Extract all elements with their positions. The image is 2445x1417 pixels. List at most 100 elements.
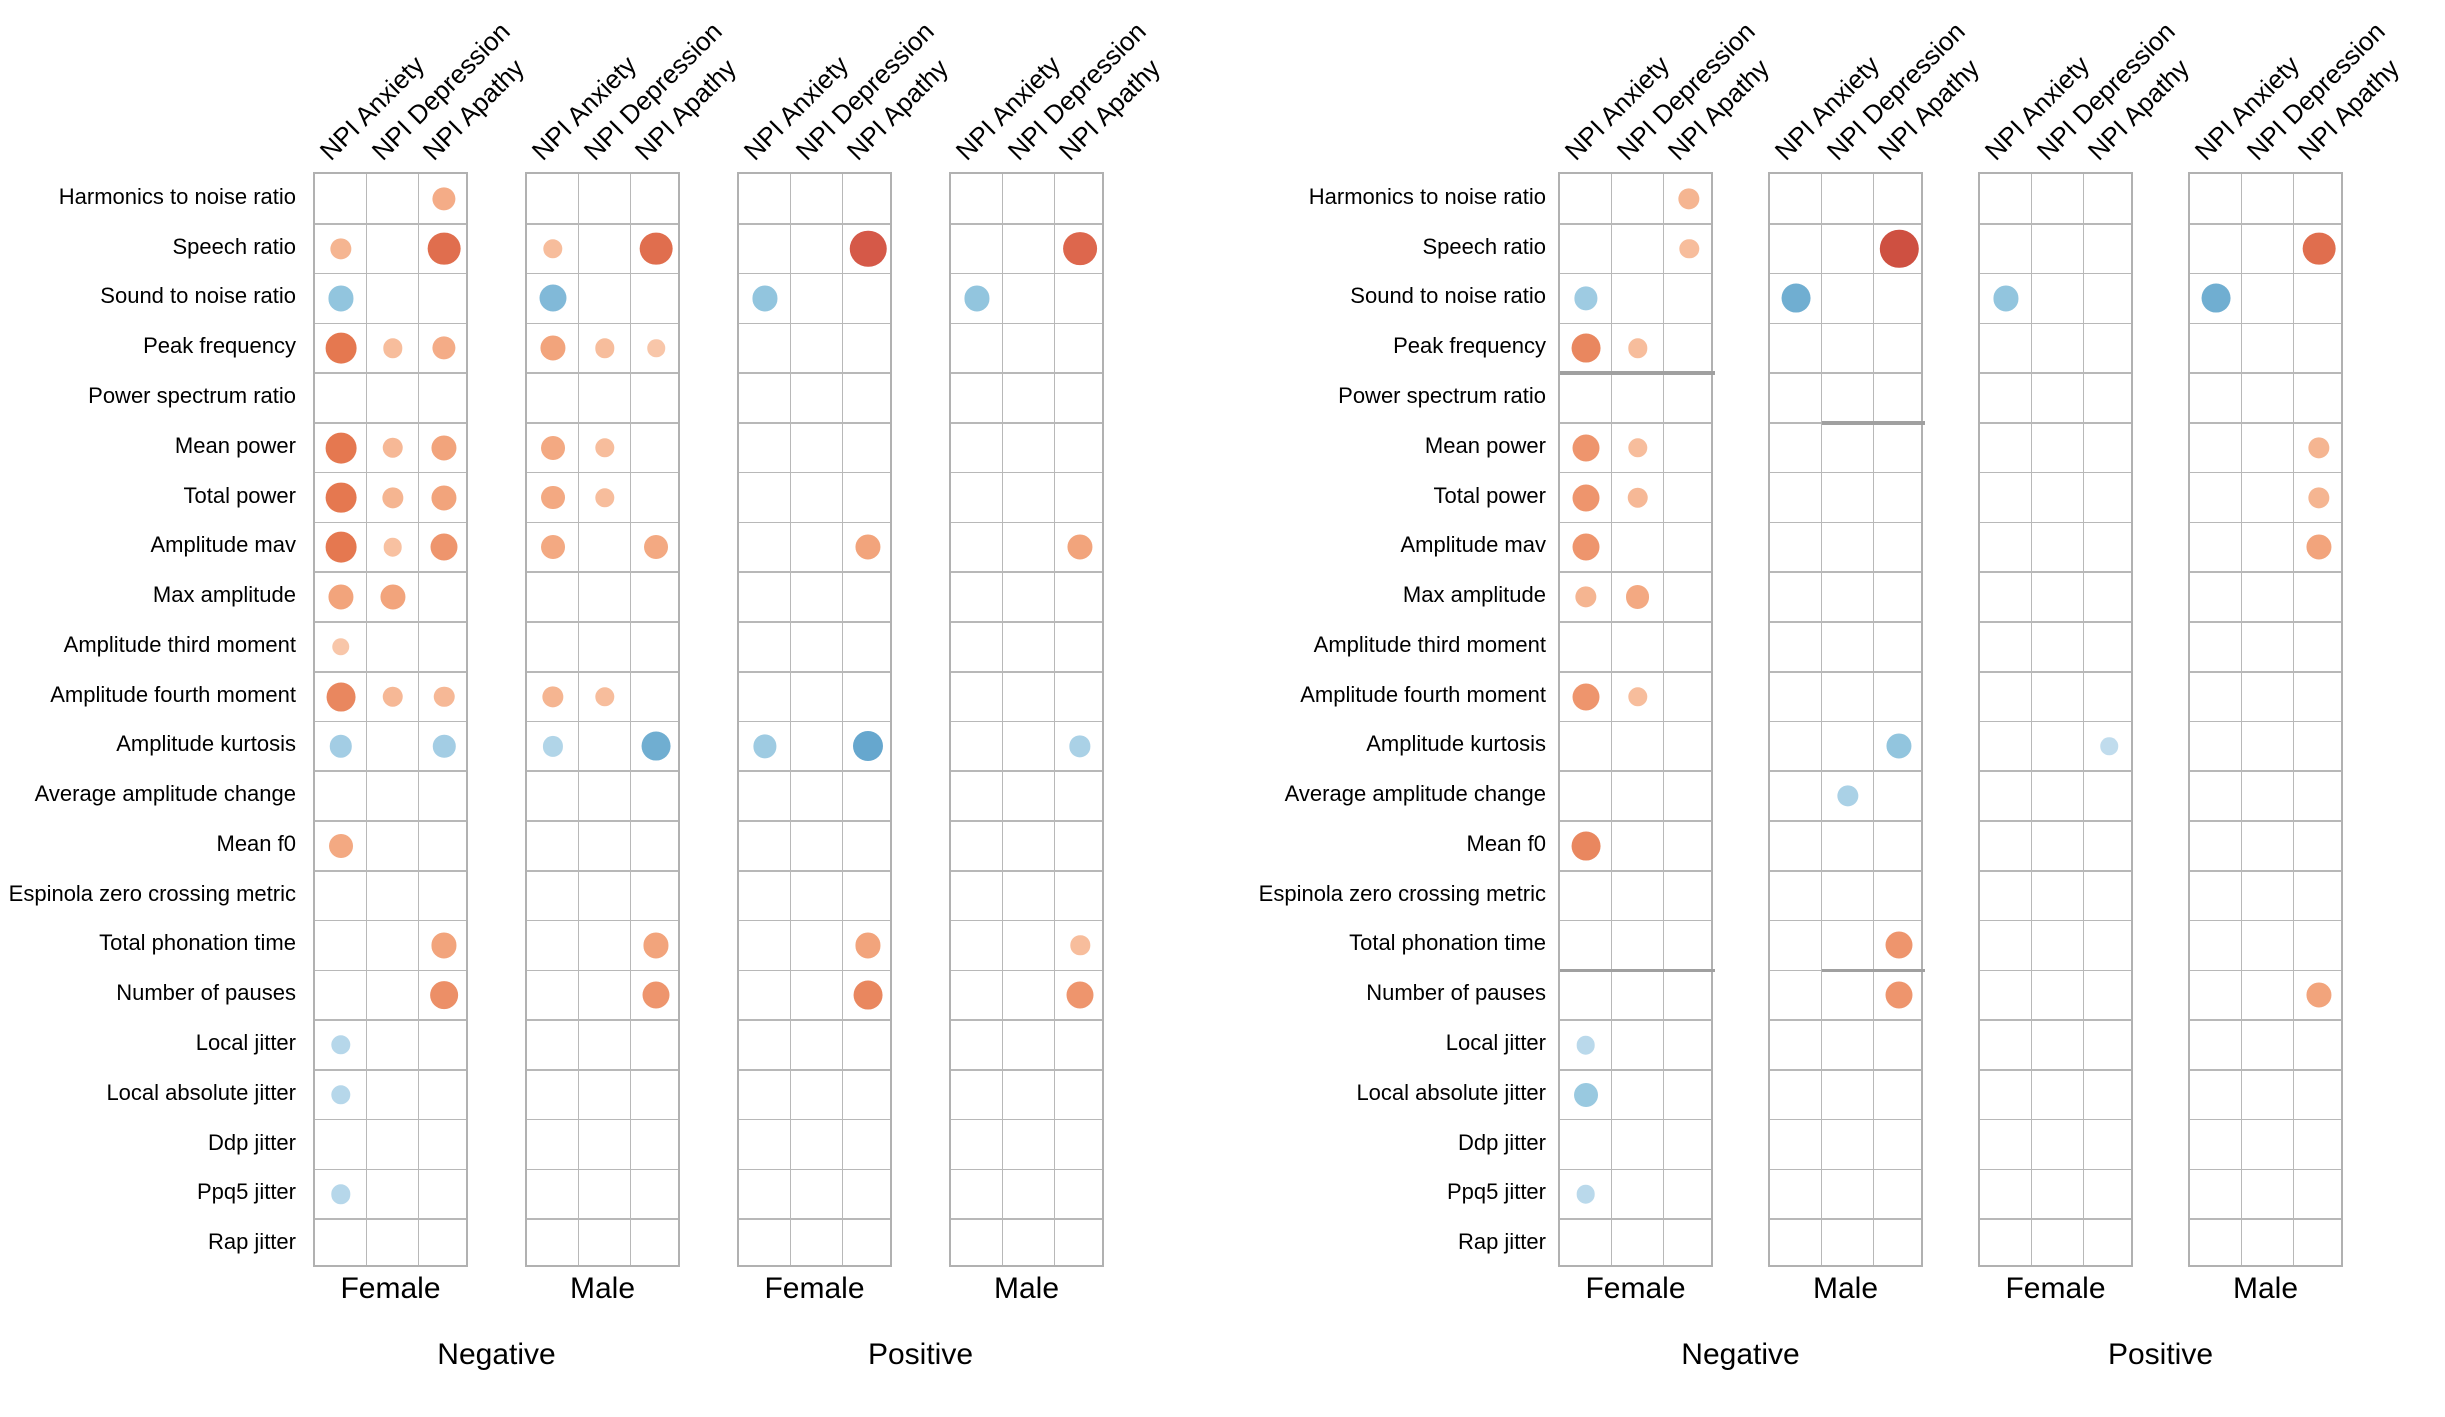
grid-hline — [2190, 222, 2341, 225]
dot — [647, 339, 665, 357]
row-label: Power spectrum ratio — [88, 382, 296, 408]
dot — [849, 230, 887, 267]
grid-hline — [1770, 1019, 1921, 1021]
grid-hline — [739, 1019, 890, 1021]
grid-vline — [1001, 174, 1004, 1265]
dot — [325, 332, 357, 364]
dot — [431, 435, 457, 461]
dot — [1063, 231, 1098, 266]
dot — [643, 932, 669, 959]
grid-hline — [1770, 322, 1921, 325]
subpanel-grid-female-positive — [1978, 172, 2133, 1267]
grid-hline — [527, 372, 678, 374]
dot — [1836, 785, 1859, 807]
row-label: Speech ratio — [172, 233, 296, 259]
dot — [540, 535, 565, 560]
row-label: Amplitude kurtosis — [1366, 731, 1546, 757]
dot — [753, 734, 777, 758]
subpanel-grid-male-negative — [525, 172, 680, 1267]
grid-hline — [951, 521, 1102, 524]
grid-hline — [527, 1168, 678, 1171]
row-label: Total phonation time — [1349, 930, 1546, 956]
row-label: Mean f0 — [1466, 830, 1547, 856]
grid-hline — [1770, 670, 1921, 673]
grid-hline — [1980, 820, 2131, 822]
dot — [540, 335, 566, 361]
valence-axis-label: Negative — [437, 1338, 556, 1371]
row-label: Espinola zero crossing metric — [1258, 880, 1546, 906]
grid-hline — [527, 670, 678, 673]
dot — [328, 285, 354, 311]
row-label: Mean f0 — [216, 830, 297, 856]
row-label: Harmonics to noise ratio — [58, 183, 296, 209]
grid-hline — [739, 820, 890, 822]
grid-hline — [1980, 422, 2131, 424]
grid-hline — [1770, 571, 1921, 573]
subpanel-grid-female-negative — [1558, 172, 1715, 1267]
dot — [331, 1035, 351, 1055]
grid-hline — [739, 621, 890, 623]
grid-hline — [315, 272, 466, 275]
dot — [594, 338, 615, 358]
grid-hline — [951, 1218, 1102, 1221]
dot — [1679, 238, 1699, 259]
grid-hline — [315, 322, 466, 325]
dot — [329, 735, 353, 758]
dot — [325, 531, 357, 563]
dot — [1678, 188, 1700, 210]
grid-hline — [951, 1019, 1102, 1021]
grid-hline — [315, 820, 466, 822]
grid-hline — [315, 919, 466, 922]
grid-hline — [2190, 571, 2341, 573]
grid-hline — [2190, 372, 2341, 374]
grid-hline — [2190, 521, 2341, 524]
grid-hline — [1980, 919, 2131, 922]
grid-hline — [527, 521, 678, 524]
dot — [1625, 585, 1650, 610]
row-label: Amplitude fourth moment — [50, 681, 296, 707]
sex-axis-label: Male — [993, 1272, 1060, 1305]
grid-hline — [1980, 272, 2131, 275]
grid-hline — [1980, 1168, 2131, 1171]
grid-hline — [951, 571, 1102, 573]
grid-hline — [1980, 1218, 2131, 1221]
dot — [328, 833, 353, 858]
dot — [542, 685, 564, 708]
grid-hline — [1560, 222, 1711, 225]
dot — [639, 232, 673, 265]
grid-hline — [1560, 770, 1711, 773]
dot — [331, 1184, 351, 1205]
grid-hline — [951, 322, 1102, 325]
dot — [383, 537, 402, 557]
row-label: Max amplitude — [1402, 582, 1546, 608]
dot — [431, 932, 457, 959]
grid-hline — [2190, 820, 2341, 822]
dot — [1627, 438, 1648, 458]
grid-hline — [1770, 1118, 1921, 1121]
valence-axis-label: Negative — [1681, 1338, 1800, 1371]
dot — [1576, 1185, 1596, 1204]
grid-hline — [2190, 870, 2341, 872]
dot — [2201, 283, 2231, 313]
separator-line — [1821, 421, 1925, 425]
grid-hline — [1980, 621, 2131, 623]
dot — [1572, 484, 1600, 512]
dot — [1576, 1035, 1596, 1055]
dot — [433, 686, 455, 707]
row-label: Local absolute jitter — [106, 1079, 296, 1105]
row-label: Mean power — [1424, 432, 1546, 458]
row-label: Mean power — [174, 432, 296, 458]
grid-hline — [1980, 1019, 2131, 1021]
grid-hline — [739, 1069, 890, 1071]
grid-vline — [2082, 174, 2085, 1265]
grid-hline — [1560, 670, 1711, 673]
dot — [1575, 586, 1597, 608]
grid-hline — [315, 471, 466, 474]
grid-hline — [1560, 1069, 1711, 1071]
grid-vline — [417, 174, 420, 1265]
grid-hline — [1980, 770, 2131, 773]
grid-hline — [1980, 372, 2131, 374]
dot — [1886, 733, 1912, 759]
dot — [1574, 286, 1598, 311]
